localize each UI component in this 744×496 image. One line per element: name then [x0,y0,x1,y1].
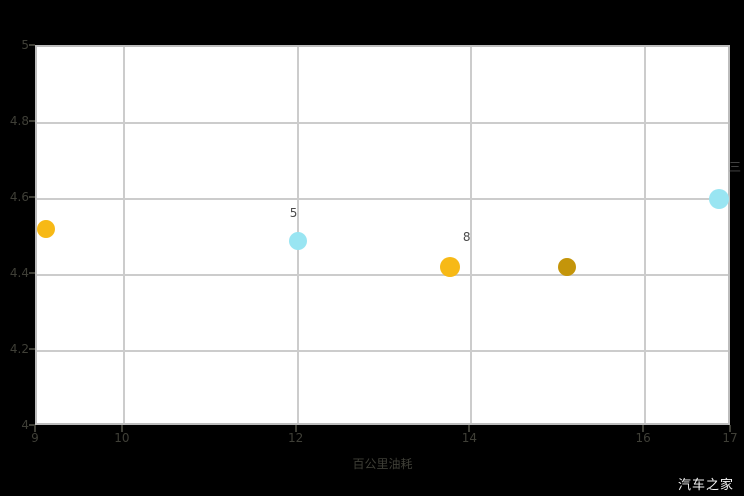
gridline-horizontal [37,350,728,352]
gridline-horizontal [37,274,728,276]
y-tick-mark [29,120,35,122]
x-axis-title: 百公里油耗 [352,457,413,471]
x-tick-mark [468,425,471,432]
gridline-horizontal [37,122,728,124]
scatter-point [708,189,729,209]
y-tick-label: 4.6 [9,190,29,204]
plot-area: 5 8 三 [35,45,741,425]
y-tick-mark [29,348,35,350]
x-tick-mark [34,425,36,432]
x-tick-label: 12 [287,431,304,445]
x-tick-mark [729,425,731,432]
y-tick-label: 4.8 [9,114,29,128]
x-tick-label: 9 [31,431,39,445]
x-tick-label: 10 [114,431,130,445]
gridline-horizontal [37,198,728,200]
point-label: 8 [462,230,471,245]
y-tick-mark [29,424,35,426]
y-tick-mark [29,44,35,46]
y-tick-label: 4.4 [9,266,29,280]
x-tick-label: 17 [722,431,738,445]
watermark-autohome: 汽车之家 [677,478,734,493]
gridline-vertical [644,47,647,423]
point-label: 三 [728,160,741,174]
scatter-point [557,258,576,277]
gridline-vertical [470,47,473,423]
y-tick-label: 4.2 [9,342,29,356]
x-tick-mark [642,425,645,432]
scatter-point [36,220,55,239]
scatter-point [439,257,460,278]
x-tick-mark [120,425,123,432]
scatter-point [288,231,307,250]
y-tick-mark [29,272,35,274]
point-label: 5 [289,205,298,220]
x-tick-label: 14 [461,431,478,445]
y-tick-label: 4 [21,418,29,432]
x-tick-mark [294,425,297,432]
x-tick-label: 16 [635,431,651,445]
y-tick-label: 5 [21,38,29,52]
gridline-vertical [122,47,125,423]
y-tick-mark [29,196,35,198]
